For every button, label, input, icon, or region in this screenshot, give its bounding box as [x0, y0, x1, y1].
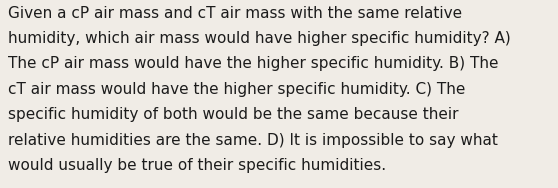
Text: The cP air mass would have the higher specific humidity. B) The: The cP air mass would have the higher sp…	[8, 56, 499, 71]
Text: Given a cP air mass and cT air mass with the same relative: Given a cP air mass and cT air mass with…	[8, 6, 463, 21]
Text: would usually be true of their specific humidities.: would usually be true of their specific …	[8, 158, 387, 173]
Text: specific humidity of both would be the same because their: specific humidity of both would be the s…	[8, 107, 459, 122]
Text: relative humidities are the same. D) It is impossible to say what: relative humidities are the same. D) It …	[8, 133, 498, 148]
Text: cT air mass would have the higher specific humidity. C) The: cT air mass would have the higher specif…	[8, 82, 466, 97]
Text: humidity, which air mass would have higher specific humidity? A): humidity, which air mass would have high…	[8, 31, 511, 46]
